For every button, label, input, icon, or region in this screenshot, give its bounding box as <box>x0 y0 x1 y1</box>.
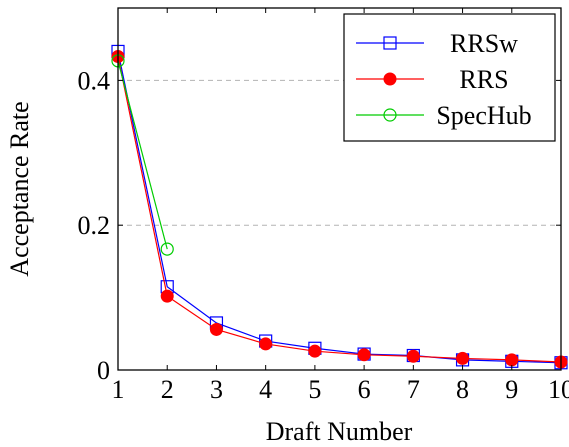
series-line <box>118 61 167 249</box>
legend-label: SpecHub <box>436 101 531 130</box>
data-point <box>309 345 321 357</box>
x-tick-label: 8 <box>456 375 469 404</box>
y-tick-label: 0.4 <box>78 66 111 95</box>
x-tick-label: 4 <box>259 375 272 404</box>
data-point <box>260 338 272 350</box>
legend-label: RRS <box>459 65 508 94</box>
legend-label: RRSw <box>450 29 518 58</box>
data-point <box>210 323 222 335</box>
y-tick-label: 0 <box>97 356 110 385</box>
y-axis-title: Acceptance Rate <box>5 101 34 276</box>
legend: RRSw RRS SpecHub <box>344 14 555 141</box>
x-tick-label: 6 <box>358 375 371 404</box>
data-point <box>358 349 370 361</box>
x-tick-label: 7 <box>407 375 420 404</box>
data-point <box>161 290 173 302</box>
x-tick-label: 2 <box>161 375 174 404</box>
y-tick-label: 0.2 <box>78 211 111 240</box>
x-tick-label: 1 <box>112 375 125 404</box>
x-tick-label: 10 <box>548 375 569 404</box>
data-point <box>407 350 419 362</box>
x-tick-label: 5 <box>308 375 321 404</box>
x-axis-title: Draft Number <box>266 417 413 446</box>
x-tick-label: 9 <box>505 375 518 404</box>
x-tick-label: 3 <box>210 375 223 404</box>
data-point <box>457 352 469 364</box>
data-point <box>506 354 518 366</box>
data-point <box>384 73 396 85</box>
